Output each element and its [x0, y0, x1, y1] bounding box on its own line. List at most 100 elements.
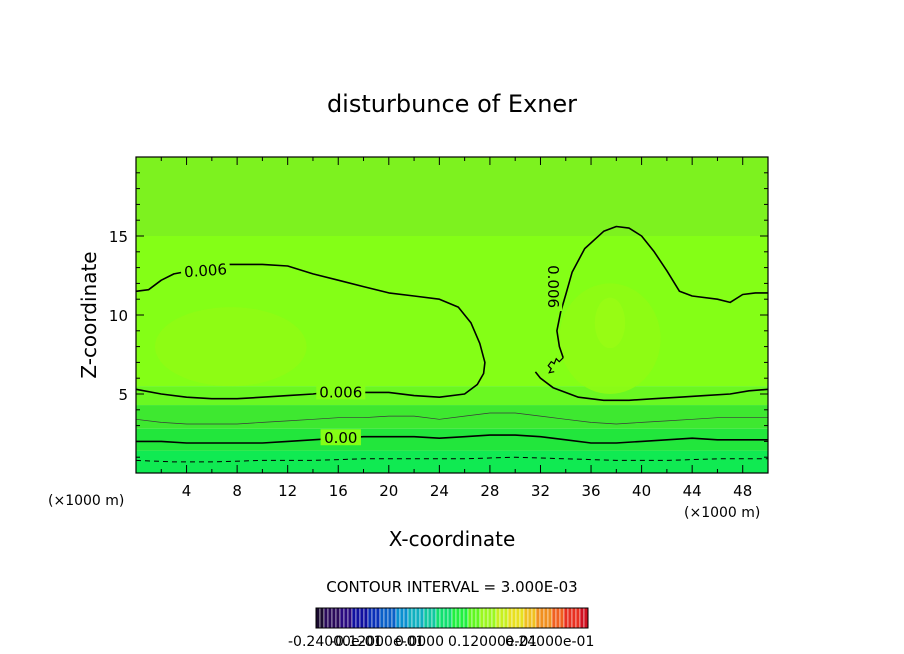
colorbar-cell	[455, 607, 461, 629]
x-tick-label: 28	[480, 482, 499, 500]
contour-label-0: 0.006	[180, 260, 231, 281]
y-tick-label: 15	[109, 228, 128, 246]
x-tick-label: 48	[733, 482, 752, 500]
contour-fill	[136, 157, 768, 473]
colorbar-cell	[483, 607, 489, 629]
x-axis-ticks: 4 8 12 16 20 24 28 32 36 40 44 48	[160, 157, 752, 500]
colorbar-cell	[551, 607, 557, 629]
x-tick-label: 24	[430, 482, 449, 500]
colorbar-cell	[459, 607, 465, 629]
x-tick-label: 44	[683, 482, 702, 500]
contour-line-3	[135, 412, 768, 425]
colorbar-cell	[535, 607, 541, 629]
chart-title: disturbunce of Exner	[327, 90, 577, 118]
colorbar-cell	[327, 607, 333, 629]
colorbar-cell	[367, 607, 373, 629]
colorbar-frame	[315, 607, 589, 629]
x-tick-label: 16	[329, 482, 348, 500]
colorbar-cell	[363, 607, 369, 629]
colorbar-cell	[519, 607, 525, 629]
colorbar-label: 0.24000e-01	[505, 634, 594, 650]
colorbar-cell	[391, 607, 397, 629]
colorbar-cell	[471, 607, 477, 629]
colorbar-labels: -0.24000e-01-0.12000e-010.0000 0.12000e-0…	[288, 634, 594, 650]
colorbar-cell	[423, 607, 429, 629]
colorbar-cell	[503, 607, 509, 629]
colorbar-cell	[515, 607, 521, 629]
colorbar-label: 0.0000	[395, 634, 444, 650]
colorbar-cell	[415, 607, 421, 629]
contour-label-bg	[316, 383, 366, 400]
colorbar-cell	[567, 607, 573, 629]
colorbar-cell	[375, 607, 381, 629]
colorbar-cell	[571, 607, 577, 629]
colorbar-cell	[335, 607, 341, 629]
colorbar-cell	[323, 607, 329, 629]
colorbar-cell	[439, 607, 445, 629]
colorbar-cell	[543, 607, 549, 629]
colorbar-cell	[383, 607, 389, 629]
contour-line-2	[534, 371, 769, 402]
colorbar-cell	[319, 607, 325, 629]
colorbar-cell	[583, 607, 589, 629]
x-tick-label: 20	[379, 482, 398, 500]
colorbar-cell	[463, 607, 469, 629]
colorbar-cell	[411, 607, 417, 629]
colorbar	[315, 607, 589, 629]
colorbar-cell	[399, 607, 405, 629]
colorbar-label: -0.12000e-01	[330, 634, 424, 650]
colorbar-cell	[343, 607, 349, 629]
colorbar-cell	[379, 607, 385, 629]
x-tick-label: 8	[232, 482, 242, 500]
contour-label-text: 0.00	[324, 429, 357, 447]
colorbar-cell	[507, 607, 513, 629]
colorbar-cell	[435, 607, 441, 629]
colorbar-cell	[527, 607, 533, 629]
colorbar-cell	[499, 607, 505, 629]
contour-line-0	[135, 263, 486, 400]
colorbar-cell	[547, 607, 553, 629]
x-tick-label: 32	[531, 482, 550, 500]
y-axis-ticks: 5 10 15	[109, 172, 768, 458]
fill-band-3	[136, 405, 768, 429]
colorbar-cell	[559, 607, 565, 629]
x-tick-label: 40	[632, 482, 651, 500]
colorbar-cell	[495, 607, 501, 629]
contour-label-text: 0.006	[319, 383, 362, 401]
colorbar-cell	[407, 607, 413, 629]
y-axis-label: Z-coordinate	[77, 251, 101, 378]
colorbar-cell	[531, 607, 537, 629]
contour-label-bg	[180, 260, 231, 280]
colorbar-cell	[331, 607, 337, 629]
contour-label-bg	[320, 429, 361, 446]
contour-label-bg	[546, 262, 563, 312]
colorbar-cell	[395, 607, 401, 629]
fill-band-0	[136, 157, 768, 236]
fill-blob-2	[594, 297, 626, 349]
contour-lines	[135, 225, 769, 463]
colorbar-label: 0.12000e-01	[448, 634, 537, 650]
contour-label-text: 0.006	[183, 260, 227, 281]
colorbar-cell	[359, 607, 365, 629]
contour-label-3: 0.006	[544, 262, 563, 312]
colorbar-cell	[575, 607, 581, 629]
colorbar-cell	[371, 607, 377, 629]
x-tick-label: 36	[581, 482, 600, 500]
colorbar-cell	[355, 607, 361, 629]
colorbar-cell	[339, 607, 345, 629]
fill-blob-0	[154, 307, 307, 387]
y-tick-label: 10	[109, 307, 128, 325]
colorbar-cell	[487, 607, 493, 629]
contour-line-4	[136, 434, 768, 444]
colorbar-cell	[467, 607, 473, 629]
colorbar-cell	[539, 607, 545, 629]
colorbar-cell	[403, 607, 409, 629]
colorbar-cell	[447, 607, 453, 629]
colorbar-cell	[387, 607, 393, 629]
colorbar-cell	[315, 607, 321, 629]
contour-label-text: 0.006	[544, 265, 562, 308]
colorbar-cell	[427, 607, 433, 629]
contour-wiggle	[547, 357, 564, 374]
contour-labels: 0.006 0.006 0.00 0.006	[180, 260, 563, 447]
